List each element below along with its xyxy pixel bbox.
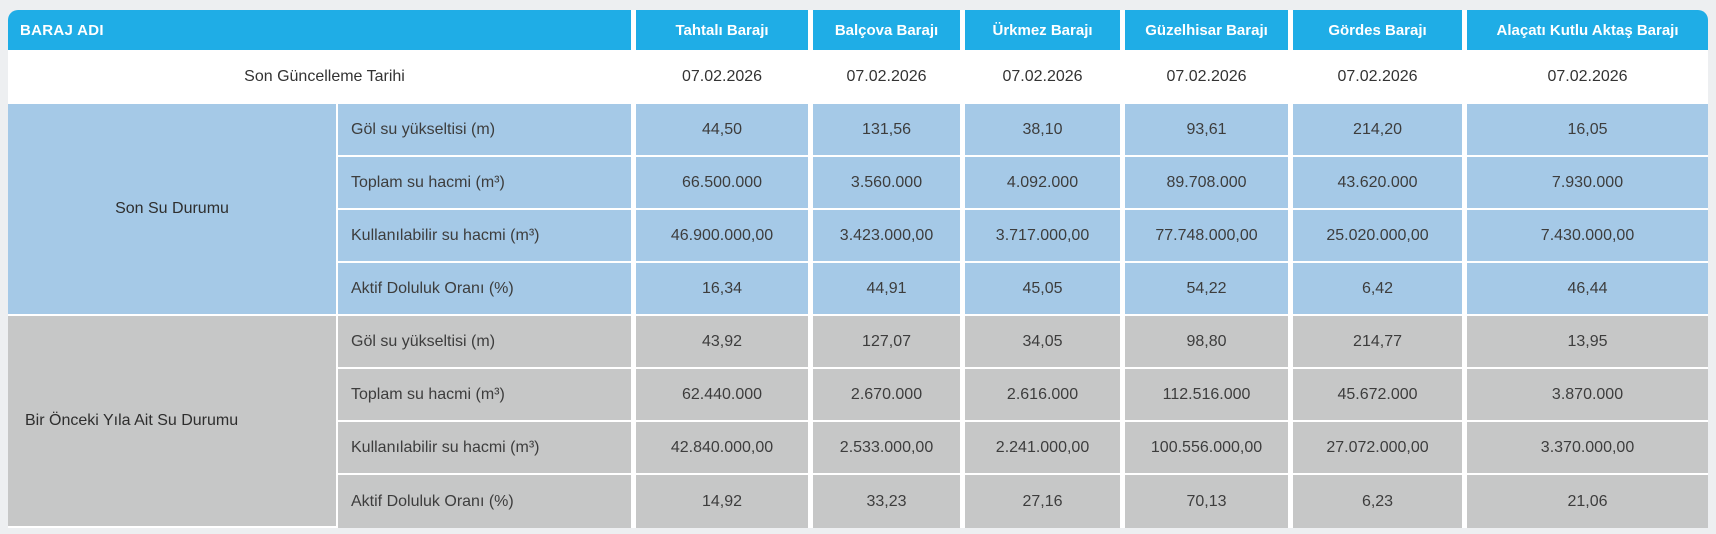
metric-value-cell: 214,77 <box>1293 316 1468 369</box>
table-row: Kullanılabilir su hacmi (m³) 46.900.000,… <box>8 210 1709 263</box>
metric-value-cell: 3.717.000,00 <box>965 210 1126 263</box>
metric-value-cell: 131,56 <box>813 104 966 157</box>
table-row: Kullanılabilir su hacmi (m³) 42.840.000,… <box>8 422 1709 475</box>
table-row: Aktif Doluluk Oranı (%) 16,34 44,91 45,0… <box>8 263 1709 316</box>
metric-value-cell: 70,13 <box>1125 475 1294 528</box>
metric-value-cell: 3.870.000 <box>1467 369 1709 422</box>
update-date-cell: 07.02.2026 <box>1125 52 1294 104</box>
update-date-cell: 07.02.2026 <box>1467 52 1709 104</box>
update-date-cell: 07.02.2026 <box>1293 52 1468 104</box>
metric-value-cell: 3.423.000,00 <box>813 210 966 263</box>
dam-status-table: BARAJ ADI Tahtalı Barajı Balçova Barajı … <box>8 10 1709 528</box>
section-label-current: Son Su Durumu <box>8 104 338 316</box>
metric-label-cell: Toplam su hacmi (m³) <box>338 369 637 422</box>
metric-value-cell: 2.670.000 <box>813 369 966 422</box>
metric-value-cell: 2.533.000,00 <box>813 422 966 475</box>
metric-value-cell: 43.620.000 <box>1293 157 1468 210</box>
metric-value-cell: 42.840.000,00 <box>636 422 814 475</box>
metric-value-cell: 66.500.000 <box>636 157 814 210</box>
metric-value-cell: 2.616.000 <box>965 369 1126 422</box>
metric-value-cell: 43,92 <box>636 316 814 369</box>
metric-value-cell: 34,05 <box>965 316 1126 369</box>
update-date-cell: 07.02.2026 <box>813 52 966 104</box>
metric-label-cell: Kullanılabilir su hacmi (m³) <box>338 422 637 475</box>
metric-value-cell: 127,07 <box>813 316 966 369</box>
dam-name-header-cell: Gördes Barajı <box>1293 10 1468 52</box>
table-row: Aktif Doluluk Oranı (%) 14,92 33,23 27,1… <box>8 475 1709 528</box>
metric-label-cell: Aktif Doluluk Oranı (%) <box>338 475 637 528</box>
metric-value-cell: 45.672.000 <box>1293 369 1468 422</box>
metric-value-cell: 6,42 <box>1293 263 1468 316</box>
metric-value-cell: 45,05 <box>965 263 1126 316</box>
metric-value-cell: 13,95 <box>1467 316 1709 369</box>
table-row: Son Su Durumu Göl su yükseltisi (m) 44,5… <box>8 104 1709 316</box>
metric-label-cell: Toplam su hacmi (m³) <box>338 157 637 210</box>
update-date-label: Son Güncelleme Tarihi <box>8 52 637 104</box>
metric-label-cell: Aktif Doluluk Oranı (%) <box>338 263 637 316</box>
metric-value-cell: 16,05 <box>1467 104 1709 157</box>
metric-value-cell: 3.370.000,00 <box>1467 422 1709 475</box>
metric-value-cell: 38,10 <box>965 104 1126 157</box>
table-header-row: BARAJ ADI Tahtalı Barajı Balçova Barajı … <box>8 10 1709 52</box>
metric-value-cell: 214,20 <box>1293 104 1468 157</box>
metric-value-cell: 89.708.000 <box>1125 157 1294 210</box>
table-row: Toplam su hacmi (m³) 66.500.000 3.560.00… <box>8 157 1709 210</box>
metric-value-cell: 25.020.000,00 <box>1293 210 1468 263</box>
metric-value-cell: 21,06 <box>1467 475 1709 528</box>
dam-name-header-cell: Tahtalı Barajı <box>636 10 814 52</box>
update-date-cell: 07.02.2026 <box>636 52 814 104</box>
metric-value-cell: 98,80 <box>1125 316 1294 369</box>
metric-value-cell: 16,34 <box>636 263 814 316</box>
table-row: Bir Önceki Yıla Ait Su Durumu Göl su yük… <box>8 316 1709 528</box>
metric-label-cell: Göl su yükseltisi (m) <box>338 316 637 369</box>
metric-value-cell: 6,23 <box>1293 475 1468 528</box>
metric-value-cell: 93,61 <box>1125 104 1294 157</box>
metric-value-cell: 2.241.000,00 <box>965 422 1126 475</box>
metric-value-cell: 100.556.000,00 <box>1125 422 1294 475</box>
metric-value-cell: 44,50 <box>636 104 814 157</box>
baraj-adi-header-cell: BARAJ ADI <box>8 10 637 52</box>
dam-name-header-cell: Ürkmez Barajı <box>965 10 1126 52</box>
metric-value-cell: 112.516.000 <box>1125 369 1294 422</box>
dam-name-header-cell: Güzelhisar Barajı <box>1125 10 1294 52</box>
metric-value-cell: 46.900.000,00 <box>636 210 814 263</box>
update-date-cell: 07.02.2026 <box>965 52 1126 104</box>
dam-name-header-cell: Balçova Barajı <box>813 10 966 52</box>
metric-label-cell: Kullanılabilir su hacmi (m³) <box>338 210 637 263</box>
metric-label-cell: Göl su yükseltisi (m) <box>338 104 637 157</box>
metric-value-cell: 4.092.000 <box>965 157 1126 210</box>
metric-value-cell: 27.072.000,00 <box>1293 422 1468 475</box>
metric-value-cell: 46,44 <box>1467 263 1709 316</box>
metric-value-cell: 44,91 <box>813 263 966 316</box>
table-row: Toplam su hacmi (m³) 62.440.000 2.670.00… <box>8 369 1709 422</box>
metric-value-cell: 27,16 <box>965 475 1126 528</box>
metric-value-cell: 54,22 <box>1125 263 1294 316</box>
section-label-previous-year: Bir Önceki Yıla Ait Su Durumu <box>8 316 338 528</box>
metric-value-cell: 3.560.000 <box>813 157 966 210</box>
metric-value-cell: 33,23 <box>813 475 966 528</box>
metric-value-cell: 62.440.000 <box>636 369 814 422</box>
metric-value-cell: 77.748.000,00 <box>1125 210 1294 263</box>
dam-name-header-cell: Alaçatı Kutlu Aktaş Barajı <box>1467 10 1709 52</box>
update-date-row: Son Güncelleme Tarihi 07.02.2026 07.02.2… <box>8 52 1709 104</box>
metric-value-cell: 14,92 <box>636 475 814 528</box>
metric-value-cell: 7.430.000,00 <box>1467 210 1709 263</box>
metric-value-cell: 7.930.000 <box>1467 157 1709 210</box>
